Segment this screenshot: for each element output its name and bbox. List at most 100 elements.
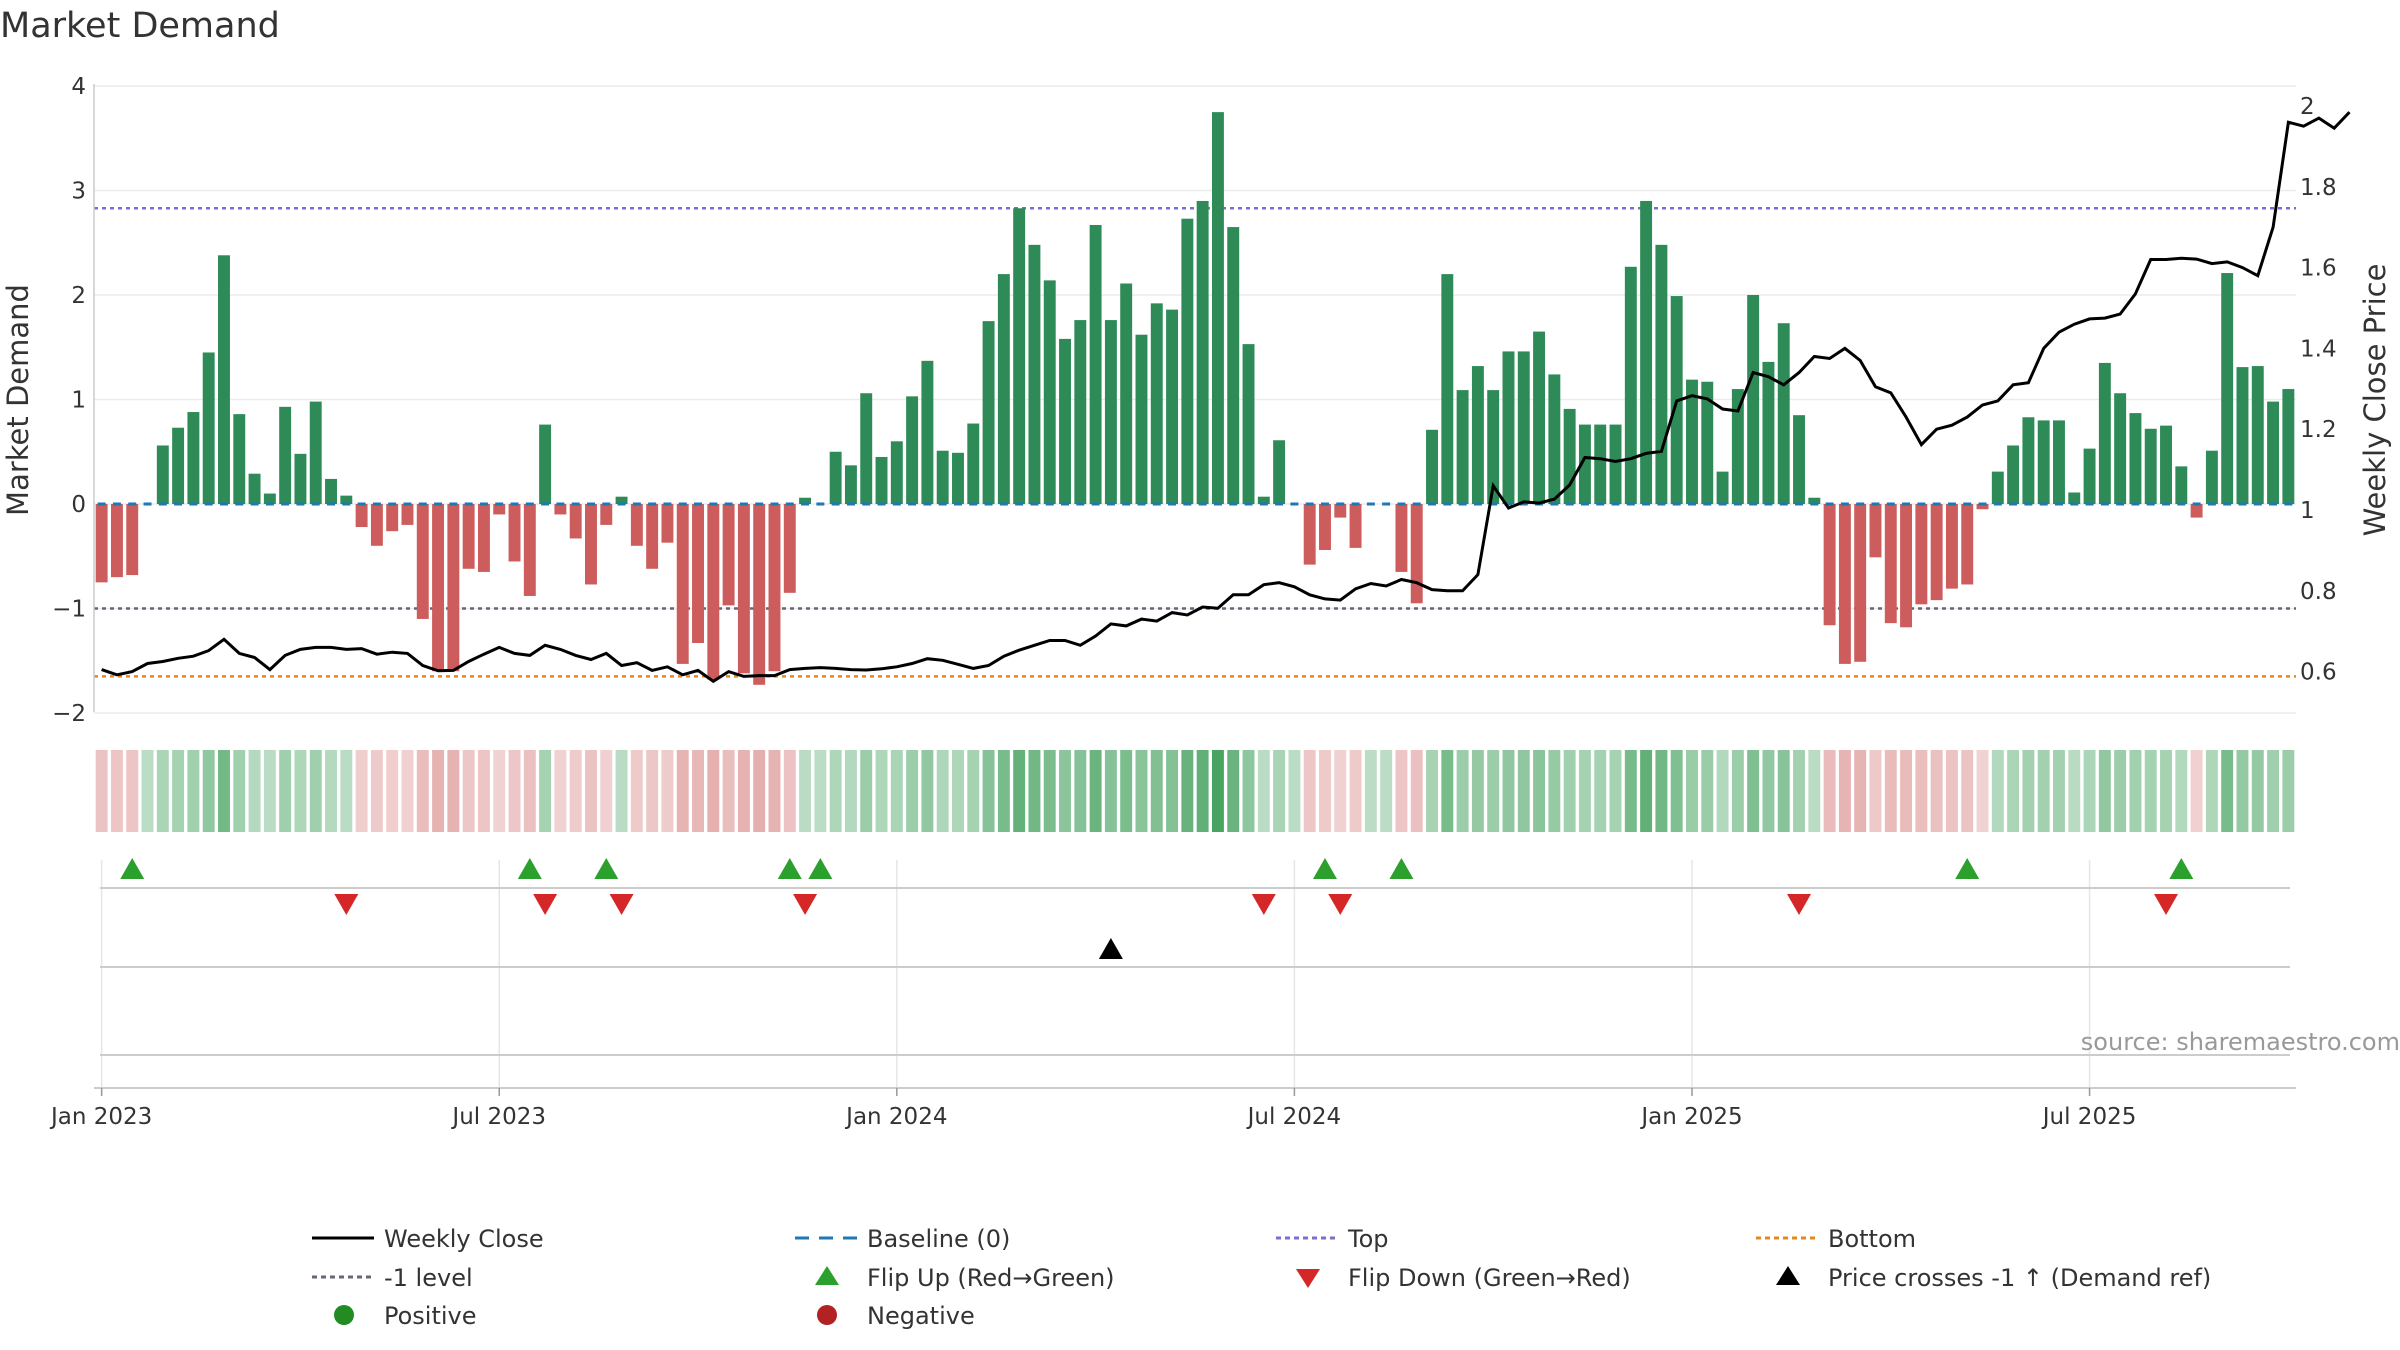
signal-markers: [120, 858, 2194, 959]
main-plot: 4 3 2 1 0 −1 −2 2 1.8 1.6 1.4 1.2 1 0.8 0.6: [52, 74, 2351, 727]
negative-bar: [1303, 504, 1316, 565]
x-tick-label: Jul 2024: [1246, 1104, 1342, 1130]
positive-bar: [1609, 424, 1622, 504]
negative-bar: [1961, 504, 1974, 585]
heat-cell: [768, 750, 781, 832]
heat-cell: [432, 750, 445, 832]
y2-tick-label: 2: [2300, 94, 2315, 120]
legend-label: Top: [1347, 1225, 1389, 1253]
heat-cell: [615, 750, 628, 832]
heat-cell: [1120, 750, 1133, 832]
reference-lines: [94, 207, 2296, 678]
heat-cell: [1777, 750, 1790, 832]
heat-cell: [1701, 750, 1714, 832]
heat-cell: [829, 750, 842, 832]
heat-cell: [2098, 750, 2111, 832]
flip-up-marker: [594, 858, 619, 879]
heat-cell: [2221, 750, 2234, 832]
heat-cell: [875, 750, 888, 832]
positive-bar: [1089, 224, 1102, 505]
x-tick-label: Jan 2025: [1639, 1104, 1742, 1130]
heat-cell: [952, 750, 964, 832]
positive-bar: [248, 473, 261, 504]
negative-bar: [1410, 504, 1423, 604]
negative-bar: [600, 504, 613, 525]
y-tick-label: 1: [71, 388, 86, 414]
negative-bar: [432, 504, 445, 672]
positive-bar: [2175, 466, 2188, 504]
heat-cell: [630, 750, 643, 832]
positive-bar: [1594, 424, 1607, 504]
heat-cell: [309, 750, 322, 832]
heat-cell: [1915, 750, 1928, 832]
y2-tick-label: 1.2: [2300, 417, 2337, 443]
heat-cell: [1303, 750, 1316, 832]
legend-item-bottom: Bottom: [1756, 1225, 1916, 1253]
heat-cell: [1104, 750, 1117, 832]
flip-up-marker: [1389, 858, 1414, 879]
positive-bar: [2205, 450, 2218, 504]
negative-bar: [110, 504, 123, 578]
signal-vertical-grid: [100, 860, 2091, 1088]
positive-bar: [1548, 374, 1561, 504]
heat-cell: [1181, 750, 1194, 832]
negative-bar: [1854, 504, 1867, 662]
heat-cell: [1089, 750, 1102, 832]
heat-cell: [1395, 750, 1408, 832]
heat-cell: [1655, 750, 1668, 832]
heat-cell: [676, 750, 689, 832]
positive-bar: [921, 360, 934, 504]
heat-cell: [156, 750, 169, 832]
heat-cell: [1823, 750, 1836, 832]
positive-bar: [2098, 362, 2111, 504]
heat-cell: [753, 750, 766, 832]
heat-cell: [1793, 750, 1805, 832]
heat-cell: [1624, 750, 1637, 832]
flip-up-marker: [1312, 858, 1337, 879]
heat-cell: [906, 750, 919, 832]
flip-down-marker: [1328, 894, 1353, 915]
heat-cell: [707, 750, 720, 832]
negative-bar: [1869, 504, 1882, 558]
flip-down-marker: [609, 894, 634, 915]
y2-tick-label: 0.6: [2300, 660, 2337, 686]
heat-cell: [325, 750, 337, 832]
heat-cell: [202, 750, 215, 832]
heat-cell: [218, 750, 230, 832]
negative-bar: [1900, 504, 1913, 628]
positive-bar: [860, 393, 873, 504]
heat-cell: [936, 750, 949, 832]
positive-bar: [1257, 496, 1270, 504]
positive-bar: [2221, 273, 2234, 504]
heat-cell: [1135, 750, 1148, 832]
negative-bar: [646, 504, 659, 569]
positive-bar: [2068, 492, 2081, 504]
y-tick-label: 0: [71, 492, 86, 518]
positive-bar: [218, 255, 230, 504]
heat-cell: [2236, 750, 2249, 832]
heat-cell: [1961, 750, 1974, 832]
heat-cell: [2114, 750, 2127, 832]
heat-cell: [585, 750, 597, 832]
positive-bar: [172, 427, 185, 504]
positive-bar: [1196, 200, 1209, 504]
negative-bar: [1319, 504, 1331, 550]
positive-bar: [2267, 401, 2280, 504]
heat-cell: [1976, 750, 1989, 832]
positive-bar: [1716, 471, 1729, 504]
heat-cell: [386, 750, 399, 832]
heat-cell: [2053, 750, 2065, 832]
y2-tick-label: 1: [2300, 498, 2315, 524]
positive-bar: [936, 450, 949, 504]
positive-bar: [325, 478, 337, 504]
negative-bar: [1838, 504, 1851, 664]
heat-cell: [1762, 750, 1775, 832]
heat-cell: [126, 750, 139, 832]
heat-cell: [1319, 750, 1331, 832]
heat-cell: [890, 750, 903, 832]
negative-bar: [1915, 504, 1928, 605]
grid-lines: [94, 85, 2296, 714]
right-axis-title: Weekly Close Price: [2358, 264, 2392, 537]
y-tick-label: −2: [52, 701, 86, 727]
heat-cell: [1028, 750, 1041, 832]
